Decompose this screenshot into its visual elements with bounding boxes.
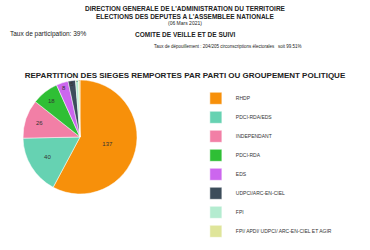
svg-text:DIRECTION GENERALE DE L'ADMINI: DIRECTION GENERALE DE L'ADMINISTRATION D… — [85, 5, 286, 12]
svg-text:RHDP: RHDP — [236, 95, 251, 101]
svg-text:PDCI-RDA/EDS: PDCI-RDA/EDS — [236, 114, 273, 120]
svg-text:COMITE DE VEILLE ET DE SUIVI: COMITE DE VEILLE ET DE SUIVI — [135, 31, 236, 38]
svg-text:26: 26 — [36, 120, 43, 126]
svg-text:137: 137 — [102, 141, 113, 147]
svg-text:FPI: FPI — [236, 209, 244, 215]
svg-text:UDPCI/ARC-EN-CIEL: UDPCI/ARC-EN-CIEL — [236, 190, 285, 196]
svg-text:Taux de participation: 39%: Taux de participation: 39% — [10, 30, 86, 38]
svg-text:8: 8 — [62, 85, 66, 91]
svg-text:40: 40 — [44, 154, 51, 160]
svg-text:REPARTITION DES SIEGES REMPORT: REPARTITION DES SIEGES REMPORTES PAR PAR… — [25, 71, 346, 80]
svg-text:2: 2 — [76, 80, 78, 83]
svg-text:PDCI-RDA: PDCI-RDA — [236, 152, 261, 158]
svg-text:INDEPENDANT: INDEPENDANT — [236, 133, 272, 139]
svg-text:ELECTIONS DES DEPUTES A L'ASSE: ELECTIONS DES DEPUTES A L'ASSEMBLEE NATI… — [96, 13, 275, 20]
svg-text:1: 1 — [79, 80, 80, 81]
svg-text:18: 18 — [48, 98, 55, 104]
svg-text:5: 5 — [70, 81, 74, 87]
svg-text:FPI/ APDI/ UDPCI/ ARC-EN-CIEL: FPI/ APDI/ UDPCI/ ARC-EN-CIEL ET AGIR — [236, 228, 332, 234]
svg-text:Taux de dépouillement : 204/20: Taux de dépouillement : 204/205 circonsc… — [154, 44, 302, 49]
svg-text:EDS: EDS — [236, 171, 247, 177]
svg-text:(06 Mars 2021): (06 Mars 2021) — [168, 20, 202, 26]
